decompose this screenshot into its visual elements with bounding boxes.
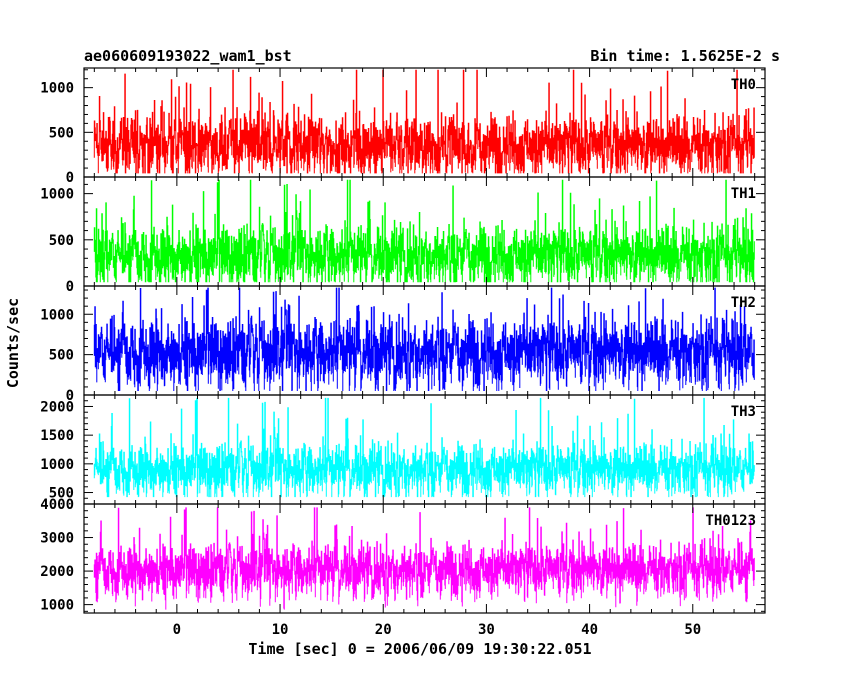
y-tick-label: 4000	[40, 497, 74, 513]
legend-label-th0123: TH0123	[705, 513, 756, 529]
x-tick-label: 0	[173, 622, 181, 638]
legend-label-th0: TH0	[731, 77, 756, 93]
series-line-th3	[93, 397, 755, 498]
series-line-th1	[93, 179, 755, 283]
x-axis-label: Time [sec] 0 = 2006/06/09 19:30:22.051	[248, 640, 591, 658]
y-tick-label: 500	[49, 486, 74, 502]
x-tick-label: 40	[581, 622, 598, 638]
y-tick-label: 500	[49, 125, 74, 141]
series-line-th0	[93, 69, 755, 174]
y-tick-label: 1000	[40, 307, 74, 323]
y-tick-label: 0	[66, 388, 74, 404]
x-tick-label: 50	[684, 622, 701, 638]
y-tick-label: 1000	[40, 81, 74, 97]
legend-label-th1: TH1	[731, 186, 756, 202]
y-tick-label: 0	[66, 279, 74, 295]
series-line-th2	[93, 287, 755, 391]
x-tick-label: 30	[478, 622, 495, 638]
x-tick-label: 10	[272, 622, 289, 638]
y-tick-label: 500	[49, 233, 74, 249]
y-tick-label: 2000	[40, 399, 74, 415]
legend-label-th2: TH2	[731, 295, 756, 311]
panel-frame	[83, 394, 766, 505]
y-tick-label: 1000	[40, 187, 74, 203]
y-tick-label: 2000	[40, 564, 74, 580]
y-tick-label: 3000	[40, 531, 74, 547]
chart-title-right: Bin time: 1.5625E-2 s	[590, 47, 780, 65]
y-tick-label: 500	[49, 348, 74, 364]
x-tick-label: 20	[375, 622, 392, 638]
legend-label-th3: TH3	[731, 404, 756, 420]
y-tick-label: 1000	[40, 457, 74, 473]
y-tick-label: 0	[66, 170, 74, 186]
y-tick-label: 1000	[40, 598, 74, 614]
chart-title-left: ae060609193022_wam1_bst	[84, 47, 292, 65]
series-line-th0123	[93, 507, 755, 610]
y-axis-label: Counts/sec	[4, 298, 22, 388]
y-tick-label: 1500	[40, 428, 74, 444]
